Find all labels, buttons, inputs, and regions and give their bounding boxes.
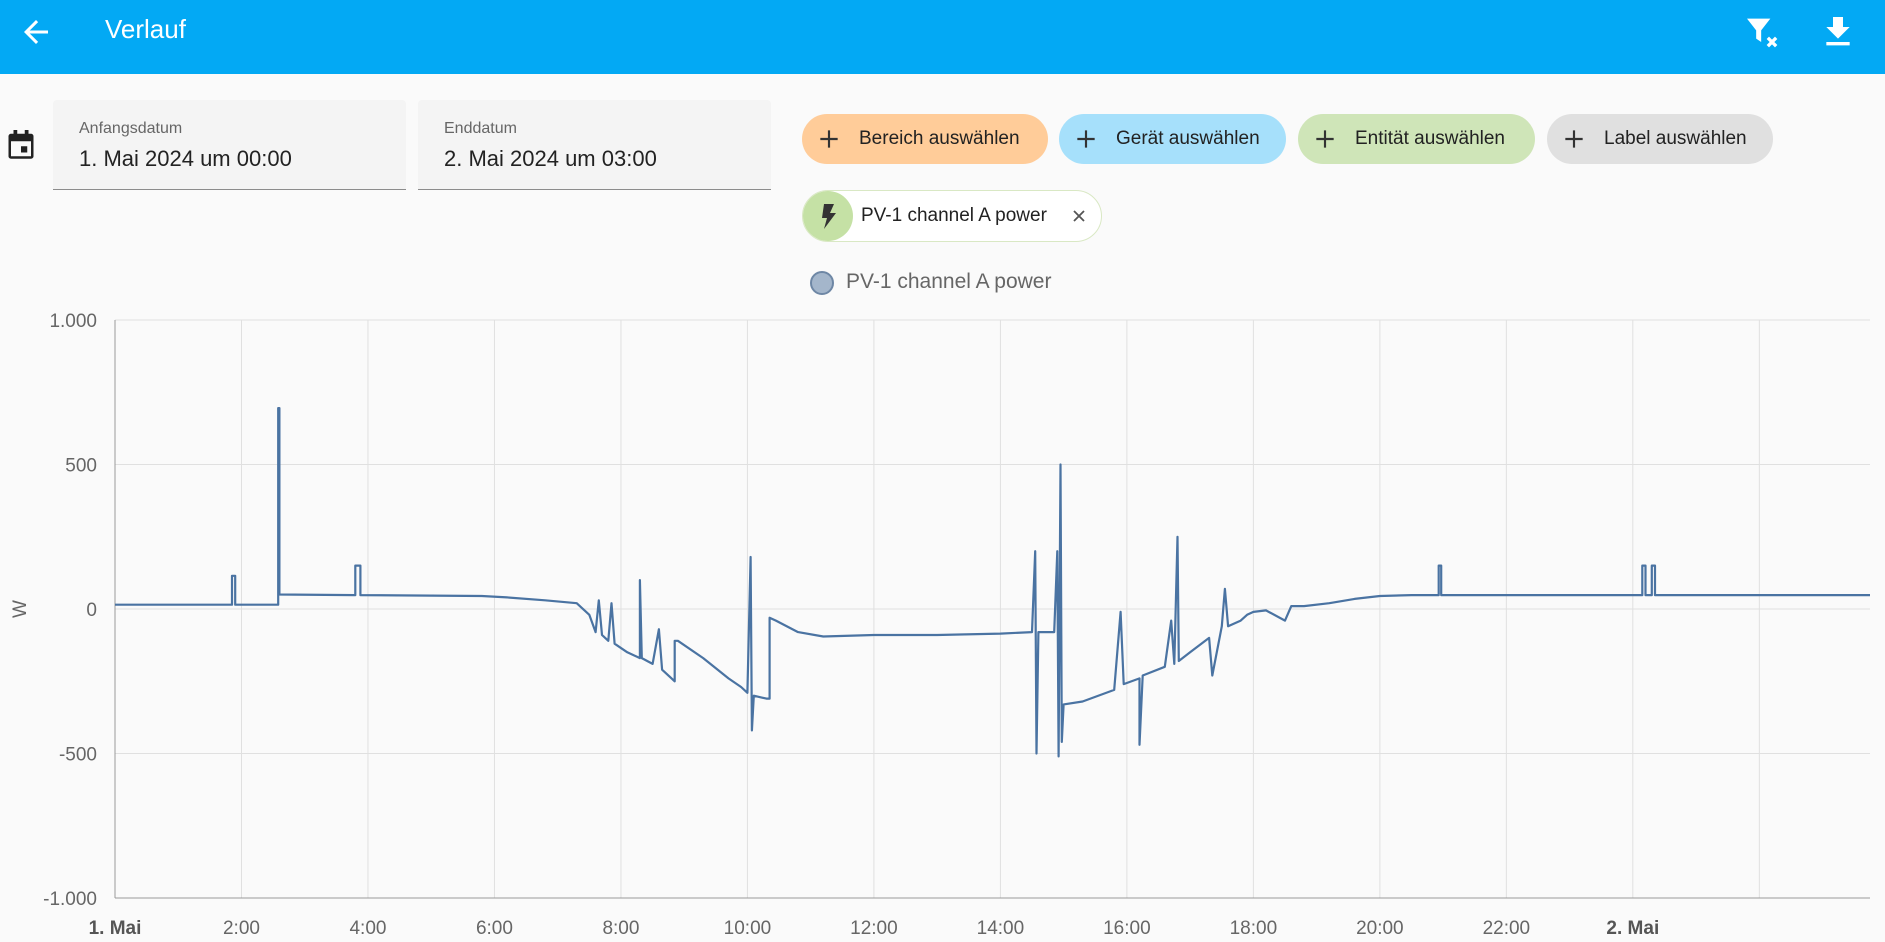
x-tick-label: 2. Mai — [1606, 918, 1659, 939]
flash-icon — [822, 204, 836, 229]
x-tick-label: 20:00 — [1356, 918, 1404, 939]
entity-select-label: Entität auswählen — [1355, 128, 1505, 149]
entity-select-button[interactable]: Entität auswählen — [1298, 114, 1535, 164]
label-select-button[interactable]: Label auswählen — [1547, 114, 1773, 164]
top-app-bar: Verlauf — [0, 0, 1885, 74]
back-button[interactable] — [18, 14, 54, 50]
x-tick-label: 12:00 — [850, 918, 898, 939]
download-button[interactable] — [1818, 12, 1858, 52]
end-date-field[interactable]: Enddatum 2. Mai 2024 um 03:00 — [418, 100, 771, 190]
x-tick-label: 22:00 — [1483, 918, 1531, 939]
plus-icon — [820, 130, 838, 148]
area-select-button[interactable]: Bereich auswählen — [802, 114, 1048, 164]
x-tick-label: 18:00 — [1230, 918, 1278, 939]
x-tick-label: 4:00 — [349, 918, 386, 939]
x-tick-label: 8:00 — [602, 918, 639, 939]
x-tick-label: 6:00 — [476, 918, 513, 939]
x-tick-label: 14:00 — [977, 918, 1025, 939]
entity-chip-icon — [803, 191, 853, 241]
y-axis-label: W — [10, 600, 31, 618]
series-line — [115, 407, 1870, 758]
y-tick-label: 1.000 — [49, 311, 97, 332]
end-date-label: Enddatum — [444, 120, 517, 137]
download-icon — [1826, 17, 1850, 46]
legend-label: PV-1 channel A power — [846, 270, 1052, 293]
start-date-value: 1. Mai 2024 um 00:00 — [79, 146, 292, 171]
legend-swatch — [810, 271, 834, 295]
entity-chip[interactable]: PV-1 channel A power — [802, 190, 1102, 242]
area-select-label: Bereich auswählen — [859, 128, 1020, 149]
y-tick-label: -500 — [59, 745, 97, 766]
label-select-label: Label auswählen — [1604, 128, 1747, 149]
x-tick-label: 1. Mai — [89, 918, 142, 939]
y-tick-label: 500 — [65, 456, 97, 477]
device-select-label: Gerät auswählen — [1116, 128, 1260, 149]
clear-filter-button[interactable] — [1742, 12, 1782, 52]
page-title: Verlauf — [105, 14, 186, 44]
y-tick-label: 0 — [86, 600, 97, 621]
x-tick-label: 16:00 — [1103, 918, 1151, 939]
device-select-button[interactable]: Gerät auswählen — [1059, 114, 1286, 164]
plus-icon — [1565, 130, 1583, 148]
history-chart: 1.000 500 0 -500 -1.000 1. Mai 2:00 4:00 6:00 8:0… — [10, 311, 1870, 939]
filter-remove-icon — [1747, 18, 1778, 48]
plus-icon — [1077, 130, 1095, 148]
start-date-label: Anfangsdatum — [79, 120, 183, 137]
x-tick-label: 2:00 — [223, 918, 260, 939]
close-icon[interactable] — [1069, 206, 1089, 226]
plus-icon — [1316, 130, 1334, 148]
y-tick-label: -1.000 — [43, 889, 97, 910]
arrow-left-icon — [24, 20, 48, 44]
start-date-field[interactable]: Anfangsdatum 1. Mai 2024 um 00:00 — [53, 100, 406, 190]
calendar-icon[interactable] — [6, 128, 36, 162]
entity-chip-label: PV-1 channel A power — [861, 205, 1047, 226]
x-tick-label: 10:00 — [724, 918, 772, 939]
end-date-value: 2. Mai 2024 um 03:00 — [444, 146, 657, 171]
